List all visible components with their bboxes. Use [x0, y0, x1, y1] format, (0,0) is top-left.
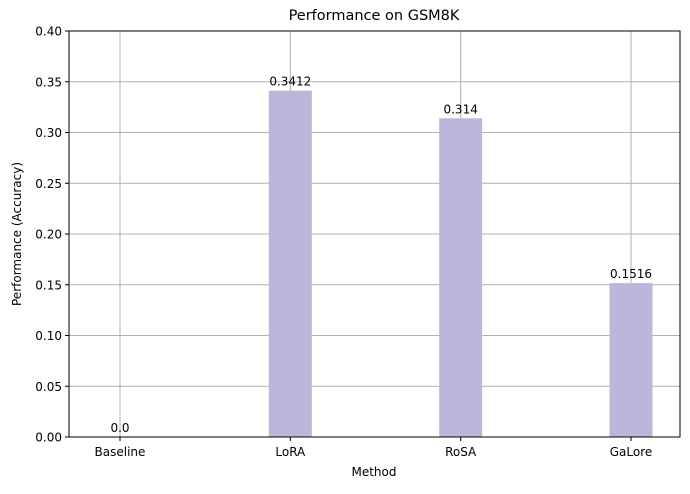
bar-galore [609, 283, 653, 437]
x-tick-label: LoRA [275, 445, 306, 459]
bar-value-label: 0.0 [110, 421, 129, 435]
y-tick-label: 0.00 [35, 431, 62, 445]
grid-lines [69, 30, 680, 438]
bar-rosa [439, 118, 483, 437]
y-tick-label: 0.40 [35, 25, 62, 39]
y-tick-label: 0.10 [35, 329, 62, 343]
y-tick-label: 0.15 [35, 278, 62, 292]
y-tick-label: 0.30 [35, 126, 62, 140]
chart-title: Performance on GSM8K [289, 8, 460, 24]
bars [268, 90, 653, 437]
bar-lora [268, 90, 312, 437]
y-tick-label: 0.05 [35, 380, 62, 394]
x-tick-label: Baseline [95, 445, 146, 459]
x-tick-label: GaLore [610, 445, 653, 459]
x-axis: Baseline LoRA RoSA GaLore [95, 437, 653, 459]
bar-value-label: 0.1516 [610, 267, 652, 281]
y-tick-label: 0.20 [35, 228, 62, 242]
x-axis-label: Method [351, 465, 396, 479]
y-axis-label: Performance (Accuracy) [10, 162, 24, 306]
x-tick-label: RoSA [445, 445, 477, 459]
bar-value-label: 0.3412 [269, 75, 311, 89]
bar-value-label: 0.314 [443, 102, 477, 116]
bar-value-labels: 0.0 0.3412 0.314 0.1516 [110, 75, 652, 435]
y-tick-label: 0.25 [35, 177, 62, 191]
y-tick-label: 0.35 [35, 75, 62, 89]
y-axis: 0.00 0.05 0.10 0.15 0.20 0.25 0.30 0.35 0.40 [35, 25, 69, 445]
